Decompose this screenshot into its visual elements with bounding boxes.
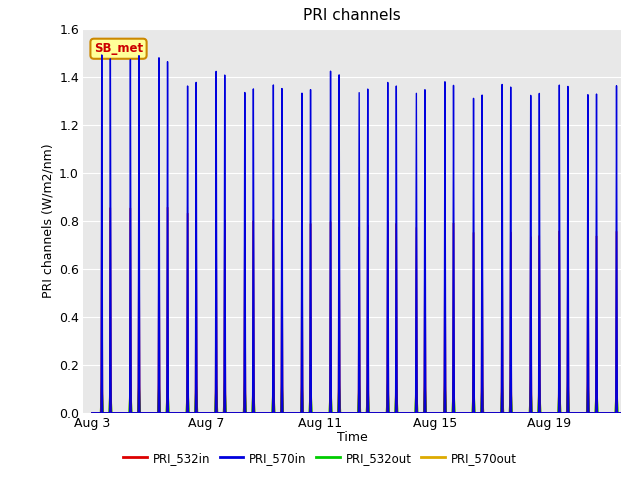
PRI_570in [192, 367, 200, 372]
PRI_532out [120, 410, 127, 416]
Line: PRI_532in: PRI_532in [92, 205, 621, 413]
PRI_570in [88, 410, 95, 416]
PRI_532out [617, 410, 625, 416]
PRI_532in [617, 410, 625, 416]
Text: SB_met: SB_met [94, 42, 143, 55]
PRI_532in [589, 410, 596, 416]
PRI_570out [441, 373, 449, 379]
Line: PRI_570in: PRI_570in [92, 55, 621, 413]
PRI_570out [110, 410, 118, 416]
Title: PRI channels: PRI channels [303, 9, 401, 24]
PRI_570in [589, 410, 596, 416]
PRI_570out [617, 410, 625, 416]
Legend: PRI_532in, PRI_570in, PRI_532out, PRI_570out: PRI_532in, PRI_570in, PRI_532out, PRI_57… [118, 447, 522, 469]
PRI_532out [90, 410, 98, 416]
PRI_532in [90, 410, 98, 416]
PRI_570out [88, 410, 95, 416]
PRI_532in [110, 410, 118, 416]
PRI_532out [589, 410, 596, 416]
PRI_570in [90, 410, 98, 416]
PRI_532out [191, 395, 199, 401]
PRI_532out [441, 379, 449, 384]
PRI_570in [347, 410, 355, 416]
PRI_570out [346, 410, 354, 416]
PRI_570out [191, 392, 199, 398]
PRI_532in [88, 410, 95, 416]
PRI_570in [110, 410, 118, 416]
Line: PRI_532out: PRI_532out [92, 382, 621, 413]
PRI_532in [192, 384, 200, 389]
PRI_570in [617, 410, 625, 416]
PRI_532in [120, 410, 127, 416]
PRI_570out [589, 410, 596, 416]
PRI_532in [155, 202, 163, 208]
Line: PRI_570out: PRI_570out [92, 376, 621, 413]
PRI_532in [347, 410, 355, 416]
PRI_532out [88, 410, 95, 416]
X-axis label: Time: Time [337, 432, 367, 444]
PRI_570in [120, 410, 127, 416]
PRI_570in [98, 52, 106, 58]
PRI_570out [120, 410, 127, 416]
PRI_570out [90, 410, 98, 416]
PRI_532out [110, 410, 118, 416]
PRI_532out [346, 410, 354, 416]
Y-axis label: PRI channels (W/m2/nm): PRI channels (W/m2/nm) [42, 144, 55, 298]
